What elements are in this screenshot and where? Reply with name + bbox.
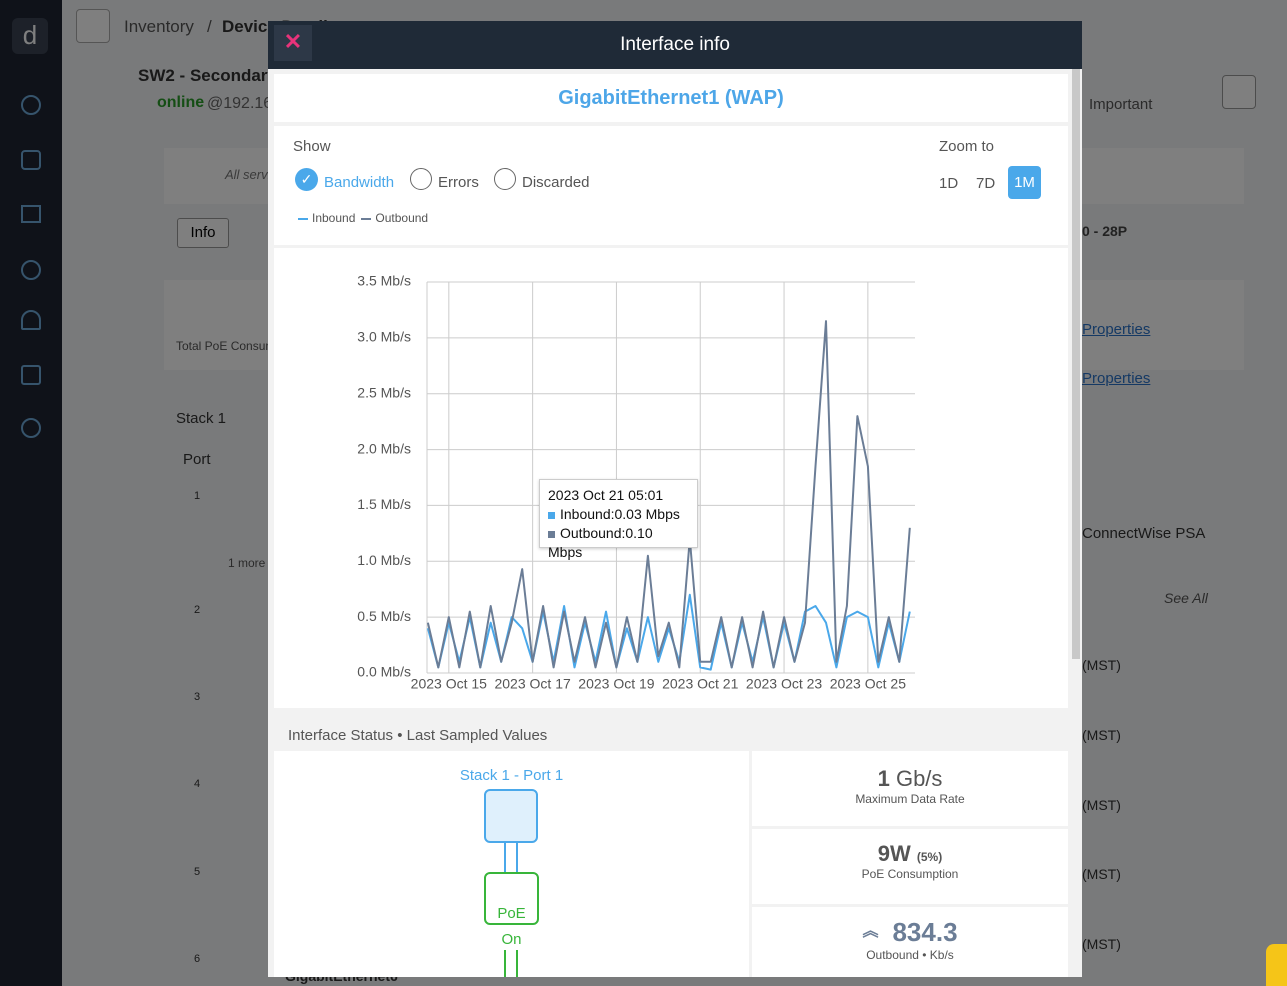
y-tick-label: 0.0 Mb/s bbox=[357, 664, 411, 680]
chart: 0.0 Mb/s 0.5 Mb/s 1.0 Mb/s 1.5 Mb/s 2.0 Mb/s… bbox=[274, 248, 1068, 708]
tooltip-row: Inbound:0.03 Mbps bbox=[548, 505, 689, 524]
cable bbox=[504, 950, 518, 977]
x-tick-label: 2023 Oct 15 bbox=[411, 676, 487, 692]
tooltip-inbound: Inbound:0.03 Mbps bbox=[560, 506, 680, 522]
tooltip: 2023 Oct 21 05:01 Inbound:0.03 Mbps Outb… bbox=[539, 479, 698, 560]
tooltip-row: Outbound:0.10 Mbps bbox=[548, 524, 689, 562]
x-tick-label: 2023 Oct 21 bbox=[662, 676, 738, 692]
show-label: Show bbox=[293, 138, 331, 155]
stat-value: 1 bbox=[877, 766, 890, 791]
stat-card: 9W (5%) PoE Consumption bbox=[752, 829, 1068, 904]
legend: Inbound Outbound bbox=[298, 211, 434, 225]
up-icon: ︽ bbox=[862, 923, 879, 940]
legend-item[interactable]: Outbound bbox=[361, 211, 428, 225]
poe-state: On bbox=[501, 931, 522, 948]
y-tick-label: 0.5 Mb/s bbox=[357, 608, 411, 624]
status-title: Interface Status • Last Sampled Values bbox=[288, 727, 548, 744]
y-tick-label: 3.0 Mb/s bbox=[357, 329, 411, 345]
x-tick-label: 2023 Oct 25 bbox=[830, 676, 906, 692]
show-option[interactable]: Errors bbox=[438, 174, 479, 191]
stat-unit: Gb/s bbox=[895, 766, 943, 791]
help-button[interactable] bbox=[1266, 944, 1287, 986]
show-option[interactable]: Discarded bbox=[522, 174, 590, 191]
x-tick-label: 2023 Oct 17 bbox=[494, 676, 570, 692]
y-tick-label: 3.5 Mb/s bbox=[357, 273, 411, 289]
port-icon bbox=[484, 789, 538, 843]
stat-label: PoE Consumption bbox=[861, 867, 959, 881]
tooltip-time: 2023 Oct 21 05:01 bbox=[548, 487, 664, 503]
poe-box: PoE bbox=[484, 872, 539, 925]
legend-swatch bbox=[361, 217, 372, 220]
cable bbox=[504, 843, 518, 873]
y-tick-label: 1.5 Mb/s bbox=[357, 496, 411, 512]
y-tick-label: 1.0 Mb/s bbox=[357, 552, 411, 568]
zoom-label: Zoom to bbox=[939, 138, 995, 155]
legend-label: Outbound bbox=[375, 211, 429, 225]
poe-text: PoE bbox=[497, 905, 526, 922]
stat-label: Outbound • Kb/s bbox=[866, 948, 954, 962]
stat-value: 9W bbox=[877, 841, 911, 866]
legend-item[interactable]: Inbound bbox=[298, 211, 355, 225]
zoom-option[interactable]: 1D bbox=[939, 175, 959, 192]
legend-label: Inbound bbox=[312, 211, 356, 225]
tooltip-outbound: Outbound:0.10 Mbps bbox=[548, 525, 653, 560]
stat-card: 1 Gb/s Maximum Data Rate bbox=[752, 751, 1068, 826]
interface-name: GigabitEthernet1 (WAP) bbox=[274, 74, 1068, 122]
scrollbar[interactable] bbox=[1072, 69, 1080, 659]
port-title: Stack 1 - Port 1 bbox=[459, 767, 564, 784]
legend-swatch bbox=[298, 217, 308, 220]
port-card: Stack 1 - Port 1 PoE On bbox=[274, 751, 749, 977]
show-option[interactable]: Bandwidth bbox=[324, 174, 395, 191]
checkbox[interactable] bbox=[410, 168, 432, 190]
stat-label: Maximum Data Rate bbox=[855, 792, 965, 806]
chart-bg bbox=[274, 248, 1068, 708]
modal-title: Interface info bbox=[620, 34, 730, 55]
x-tick-label: 2023 Oct 19 bbox=[578, 676, 654, 692]
checkbox[interactable] bbox=[494, 168, 516, 190]
y-tick-label: 2.5 Mb/s bbox=[357, 384, 411, 400]
stat-card: ︽ 834.3 Outbound • Kb/s bbox=[752, 907, 1068, 977]
modal-header: Interface info bbox=[268, 21, 1082, 69]
stat-value: 834.3 bbox=[892, 917, 958, 947]
checkbox-checked[interactable]: ✓ bbox=[295, 168, 318, 191]
zoom-option[interactable]: 7D bbox=[976, 175, 996, 192]
stat-unit: (5%) bbox=[916, 850, 943, 864]
close-button[interactable]: ✕ bbox=[274, 25, 312, 61]
y-tick-label: 2.0 Mb/s bbox=[357, 440, 411, 456]
x-tick-label: 2023 Oct 23 bbox=[746, 676, 822, 692]
zoom-option-active[interactable]: 1M bbox=[1008, 166, 1041, 199]
controls: Show ✓ Bandwidth Errors Discarded Inboun… bbox=[274, 126, 1068, 245]
line-series bbox=[426, 320, 911, 669]
modal: Interface info ✕ GigabitEthernet1 (WAP) … bbox=[268, 21, 1082, 977]
